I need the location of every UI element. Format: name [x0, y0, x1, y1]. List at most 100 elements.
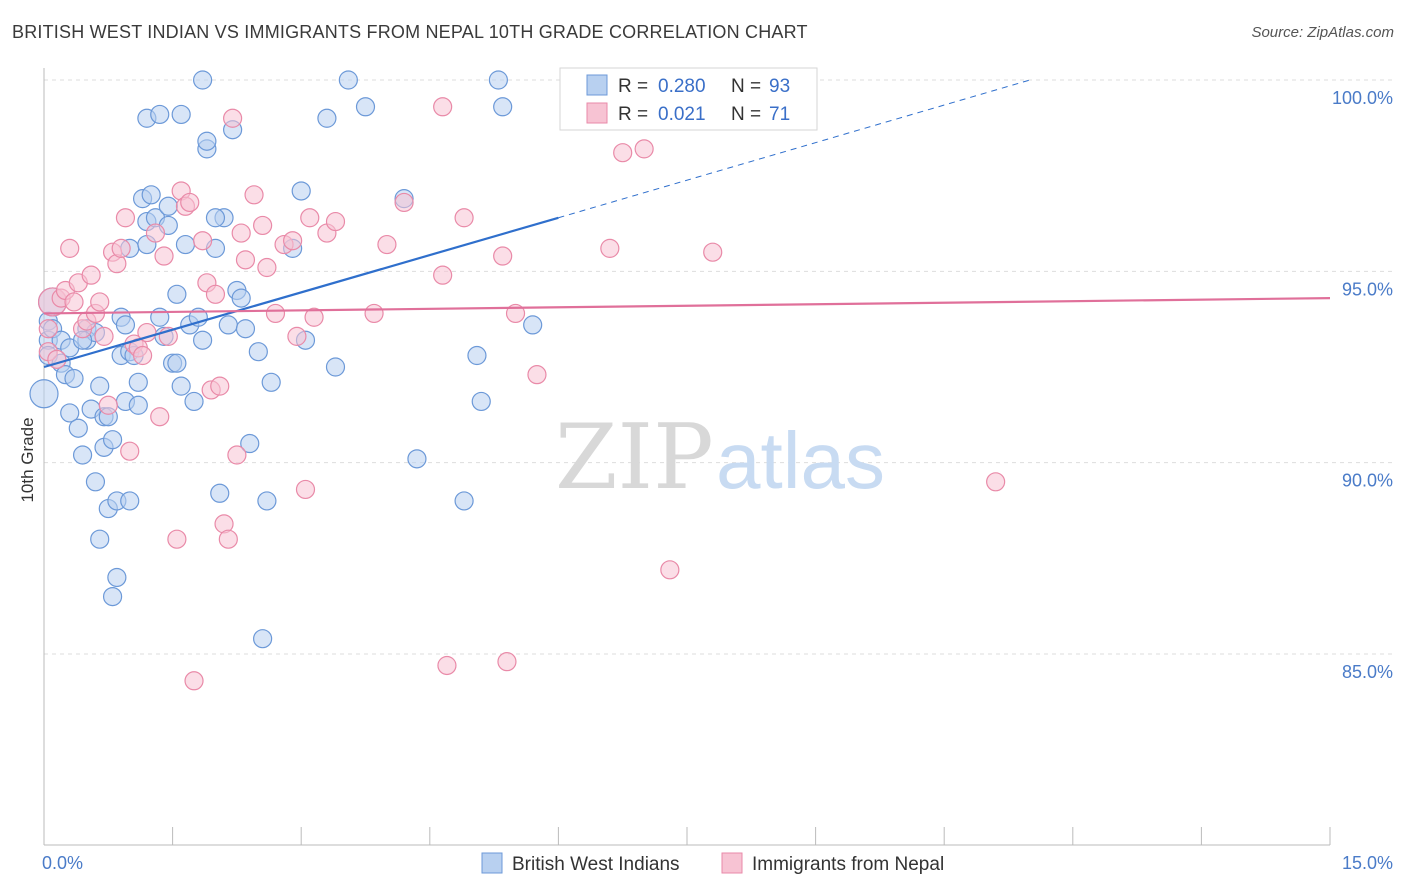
- point-pink-15: [98, 395, 118, 415]
- point-pink-7: [64, 292, 84, 312]
- point-pink-26: [150, 407, 170, 427]
- point-blue-58: [218, 315, 238, 335]
- point-blue-47: [171, 376, 191, 396]
- legend-bottom-label-pink: Immigrants from Nepal: [752, 854, 944, 875]
- point-pink-34: [193, 231, 213, 251]
- point-pink-19: [115, 208, 136, 228]
- point-pink-65: [497, 652, 517, 672]
- watermark-zip: ZIP: [555, 405, 714, 510]
- point-blue-62: [235, 319, 256, 339]
- point-pink-50: [283, 231, 303, 251]
- point-blue-12: [72, 445, 93, 465]
- point-pink-38: [210, 376, 230, 396]
- point-pink-51: [287, 326, 307, 346]
- point-blue-84: [150, 104, 170, 125]
- point-pink-29: [167, 529, 187, 549]
- point-blue-65: [253, 629, 273, 649]
- point-pink-20: [120, 441, 140, 461]
- y-tick-label-0: 100.0%: [1332, 88, 1393, 108]
- point-pink-61: [433, 265, 453, 285]
- point-pink-42: [227, 445, 247, 465]
- point-blue-44: [158, 196, 178, 216]
- point-pink-45: [244, 185, 264, 205]
- point-pink-27: [154, 246, 174, 266]
- point-pink-62: [454, 208, 474, 228]
- legend-bottom: British West Indians Immigrants from Nep…: [481, 852, 944, 875]
- point-pink-73: [660, 560, 680, 580]
- trend-lines: [43, 79, 1331, 369]
- point-blue-25: [107, 567, 127, 588]
- point-blue-17: [90, 376, 110, 396]
- point-blue-72: [325, 357, 346, 377]
- point-pink-43: [231, 223, 251, 243]
- legend-n-value-pink: 71: [769, 104, 790, 125]
- point-pink-70: [600, 238, 620, 258]
- y-axis-label: 10th Grade: [18, 417, 37, 502]
- point-blue-78: [467, 345, 487, 366]
- point-pink-0: [38, 319, 58, 339]
- legend-n-label-pink: N =: [731, 104, 761, 125]
- y-tick-labels: 100.0% 95.0% 90.0% 85.0%: [1332, 88, 1393, 682]
- point-pink-13: [90, 292, 110, 312]
- point-pink-67: [527, 365, 547, 385]
- point-blue-85: [171, 104, 191, 125]
- point-blue-69: [291, 181, 311, 201]
- point-pink-60: [433, 97, 453, 117]
- legend-bottom-swatch-blue: [481, 852, 503, 874]
- point-blue-91: [205, 208, 226, 228]
- legend-n-label-blue: N =: [731, 76, 761, 97]
- point-pink-72: [634, 139, 654, 159]
- point-pink-64: [493, 246, 513, 266]
- source-label: Source: ZipAtlas.com: [1251, 24, 1394, 41]
- point-blue-46: [167, 284, 187, 304]
- point-blue-26: [102, 586, 123, 607]
- series-british-west-indians: [29, 70, 543, 649]
- point-pink-6: [60, 238, 80, 258]
- point-pink-75: [986, 472, 1006, 492]
- point-blue-74: [355, 97, 376, 117]
- legend-r-label-blue: R =: [618, 76, 648, 97]
- trend-line-blue-extension: [558, 79, 1031, 219]
- y-tick-label-1: 95.0%: [1342, 279, 1393, 299]
- y-tick-label-3: 85.0%: [1342, 662, 1393, 682]
- point-pink-23: [132, 345, 153, 366]
- legend-r-value-pink: 0.021: [658, 104, 706, 125]
- point-pink-18: [111, 238, 131, 258]
- point-blue-73: [338, 70, 358, 90]
- legend-r-value-blue: 0.280: [658, 76, 706, 97]
- legend-n-value-blue: 93: [769, 76, 790, 97]
- legend-top: R = 0.280 N = 93 R = 0.021 N = 71: [559, 67, 818, 131]
- point-pink-41: [223, 108, 243, 128]
- point-pink-37: [205, 284, 226, 304]
- point-blue-39: [141, 185, 161, 205]
- point-blue-29: [115, 315, 136, 335]
- point-blue-90: [167, 353, 187, 373]
- point-pink-53: [300, 208, 320, 228]
- point-pink-24: [137, 322, 157, 343]
- point-pink-46: [253, 215, 273, 236]
- point-blue-76: [407, 449, 427, 469]
- trend-line-blue: [43, 216, 559, 369]
- point-blue-61: [231, 288, 251, 308]
- point-blue-56: [210, 483, 230, 503]
- point-pink-32: [180, 192, 200, 213]
- point-blue-50: [184, 391, 204, 412]
- point-blue-77: [454, 491, 474, 511]
- point-pink-48: [265, 303, 286, 324]
- point-pink-25: [145, 223, 166, 243]
- chart-title: BRITISH WEST INDIAN VS IMMIGRANTS FROM N…: [12, 22, 808, 42]
- watermark: ZIP atlas: [555, 405, 885, 510]
- point-blue-92: [29, 379, 59, 409]
- point-pink-63: [437, 655, 457, 676]
- grid-lines: [44, 79, 1392, 655]
- point-blue-64: [248, 342, 268, 362]
- x-tick-label-0: 0.0%: [42, 853, 83, 873]
- point-pink-54: [304, 307, 324, 327]
- trend-line-pink: [43, 297, 1331, 315]
- point-pink-59: [394, 192, 414, 213]
- point-blue-11: [68, 418, 88, 438]
- point-pink-47: [257, 257, 277, 278]
- point-blue-66: [257, 491, 277, 511]
- point-blue-79: [471, 391, 491, 412]
- point-blue-82: [523, 315, 543, 335]
